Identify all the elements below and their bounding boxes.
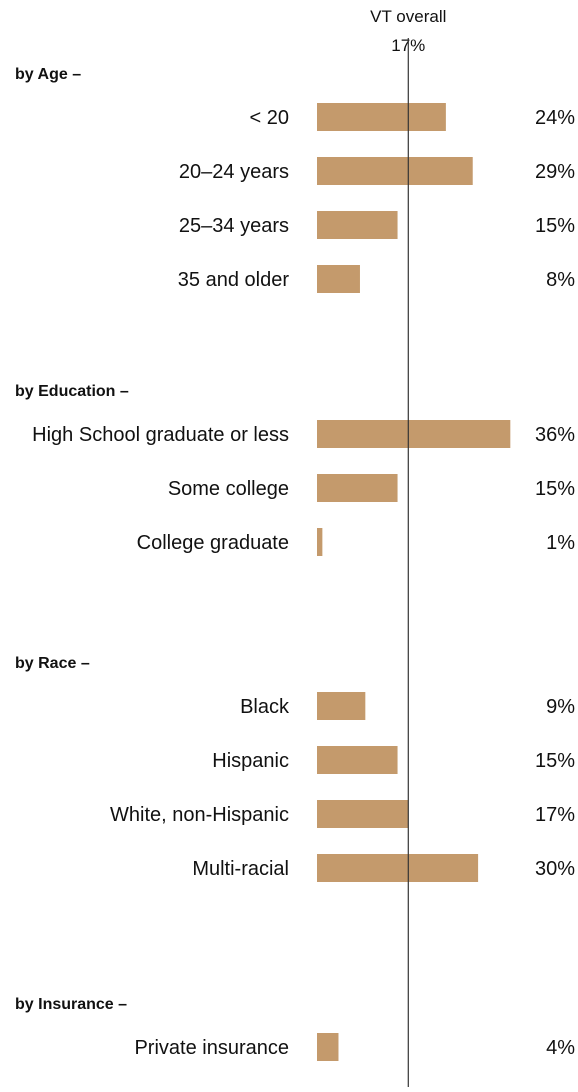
value-label: 15% — [535, 215, 575, 237]
value-label: 30% — [535, 858, 575, 880]
group-heading-by-insurance: by Insurance – — [15, 996, 127, 1013]
category-label: 25–34 years — [179, 215, 289, 237]
value-label: 29% — [535, 161, 575, 183]
bar — [317, 1033, 339, 1061]
category-label: White, non-Hispanic — [110, 804, 289, 826]
category-label: Multi-racial — [192, 858, 289, 880]
category-label: 20–24 years — [179, 161, 289, 183]
category-label: Hispanic — [212, 750, 289, 772]
bar — [317, 157, 473, 185]
group-heading-by-age: by Age – — [15, 66, 81, 83]
group-heading-by-race: by Race – — [15, 655, 90, 672]
bar — [317, 746, 398, 774]
category-label: College graduate — [137, 532, 289, 554]
category-label: Some college — [168, 478, 289, 500]
value-label: 24% — [535, 107, 575, 129]
value-label: 17% — [535, 804, 575, 826]
bar — [317, 211, 398, 239]
category-label: High School graduate or less — [32, 424, 289, 446]
value-label: 8% — [546, 269, 575, 291]
category-label: < 20 — [250, 107, 289, 129]
bar — [317, 528, 323, 556]
bar — [317, 800, 409, 828]
bar — [317, 265, 360, 293]
value-label: 4% — [546, 1037, 575, 1059]
value-label: 36% — [535, 424, 575, 446]
bar — [317, 854, 479, 882]
category-label: Black — [240, 696, 290, 718]
value-label: 15% — [535, 750, 575, 772]
value-label: 9% — [546, 696, 575, 718]
bar — [317, 474, 398, 502]
value-label: 1% — [546, 532, 575, 554]
bar — [317, 103, 446, 131]
reference-label: VT overall — [370, 7, 446, 26]
bar — [317, 420, 511, 448]
value-label: 15% — [535, 478, 575, 500]
category-label: Private insurance — [134, 1037, 289, 1059]
group-heading-by-education: by Education – — [15, 383, 129, 400]
category-label: 35 and older — [178, 269, 290, 291]
bar — [317, 692, 366, 720]
